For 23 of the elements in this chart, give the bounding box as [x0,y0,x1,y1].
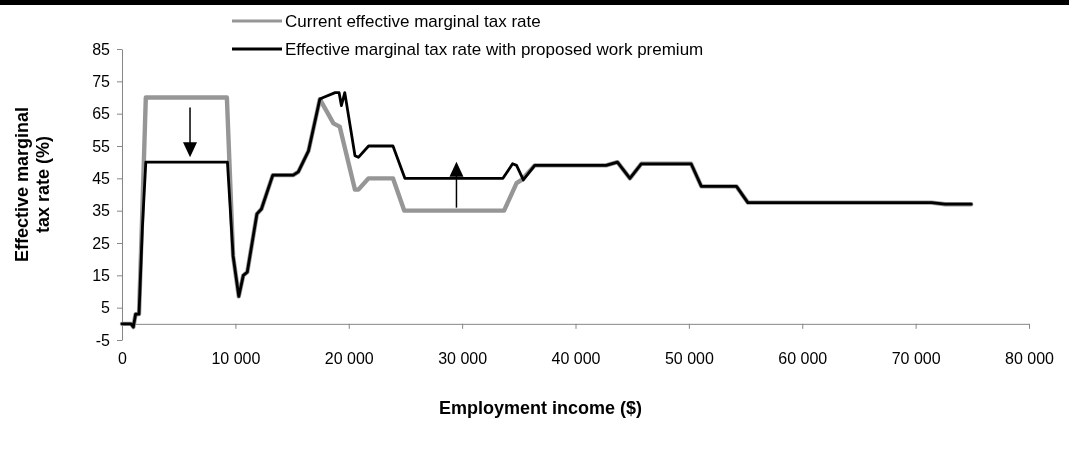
y-axis-title: Effective marginal tax rate (%) [12,106,53,263]
x-tick-label: 20 000 [324,350,374,367]
x-tick-label: 50 000 [664,350,714,367]
y-tick-label: 25 [92,234,111,252]
x-tick-label: 0 [118,350,128,367]
y-tick-label: 15 [92,266,111,284]
x-tick-label: 70 000 [891,350,941,367]
x-tick-label: 10 000 [211,350,261,367]
x-tick-label: 30 000 [438,350,488,367]
y-tick-label: 65 [92,105,111,123]
legend-label: Current effective marginal tax rate [285,12,541,31]
y-tick-label: 5 [101,299,111,317]
x-tick-label: 60 000 [778,350,828,367]
legend-label: Effective marginal tax rate with proposed work premium [285,40,704,59]
y-tick-label: 75 [92,72,111,90]
y-tick-label: 35 [92,202,111,220]
y-tick-label: 45 [92,169,111,187]
y-tick-label: 55 [92,137,111,155]
y-tick-label: 85 [92,40,111,58]
x-tick-label: 80 000 [1005,350,1055,367]
x-tick-label: 40 000 [551,350,601,367]
y-tick-label: -5 [95,331,111,349]
x-axis-title: Employment income ($) [438,398,643,418]
